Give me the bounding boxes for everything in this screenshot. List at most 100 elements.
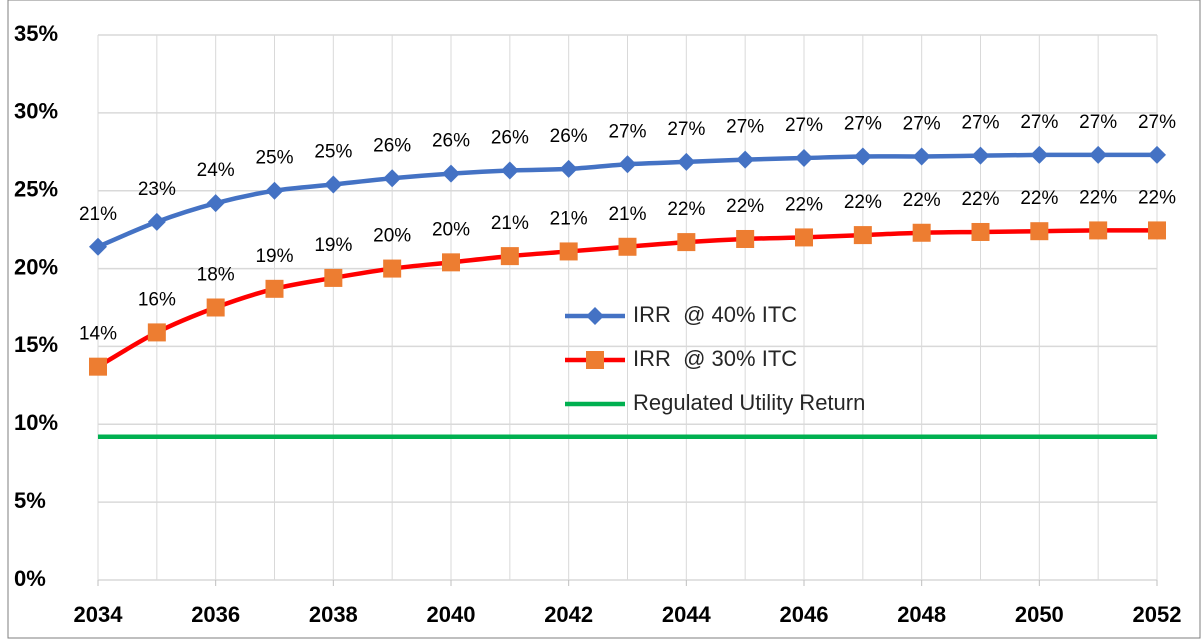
data-label: 26%	[491, 127, 529, 148]
square-marker	[500, 247, 519, 266]
diamond-marker	[1089, 145, 1108, 164]
x-tick-label: 2034	[74, 602, 124, 627]
legend-label: IRR @ 30% ITC	[633, 346, 797, 371]
data-label: 23%	[138, 179, 176, 200]
square-marker	[442, 253, 460, 272]
data-label: 22%	[1020, 188, 1058, 209]
chart-border	[7, 0, 1201, 639]
x-tick-label: 2046	[780, 602, 829, 627]
x-tick-label: 2042	[544, 602, 593, 627]
diamond-marker	[383, 169, 402, 188]
data-label: 26%	[432, 131, 470, 152]
diamond-marker	[1030, 145, 1049, 164]
data-label: 22%	[903, 190, 941, 211]
square-marker	[736, 229, 755, 248]
data-label: 27%	[844, 113, 882, 134]
data-label: 25%	[255, 148, 293, 169]
legend-marker	[586, 351, 604, 369]
y-tick-label: 10%	[14, 410, 58, 435]
diamond-marker	[1148, 145, 1166, 164]
legend-label: Regulated Utility Return	[633, 390, 865, 415]
x-tick-label: 2038	[309, 602, 358, 627]
data-label: 20%	[432, 219, 470, 240]
square-marker	[795, 228, 813, 247]
legend-label: IRR @ 40% ITC	[633, 302, 797, 327]
square-marker	[853, 226, 872, 245]
diamond-marker	[265, 181, 284, 200]
data-label: 22%	[667, 199, 705, 220]
diamond-marker	[442, 164, 460, 183]
data-label: 20%	[373, 226, 411, 247]
x-tick-label: 2040	[427, 602, 476, 627]
square-marker	[147, 323, 166, 342]
diamond-marker	[795, 149, 813, 168]
data-label: 22%	[1138, 187, 1176, 208]
data-label: 27%	[726, 117, 764, 138]
diamond-marker	[912, 147, 931, 166]
data-label: 27%	[608, 121, 646, 142]
data-label: 16%	[138, 289, 176, 310]
y-tick-label: 35%	[14, 21, 58, 46]
square-marker	[1089, 221, 1108, 240]
x-tick-label: 2048	[897, 602, 946, 627]
data-label: 21%	[550, 208, 588, 229]
diamond-marker	[147, 212, 166, 231]
data-label: 14%	[79, 324, 117, 345]
y-tick-label: 30%	[14, 99, 58, 124]
diamond-marker	[677, 152, 696, 171]
diamond-marker	[736, 150, 755, 169]
x-tick-label: 2036	[191, 602, 240, 627]
data-label: 22%	[785, 194, 823, 215]
diamond-marker	[559, 159, 578, 178]
y-tick-label: 25%	[14, 177, 58, 202]
data-label: 27%	[961, 113, 999, 134]
diamond-marker	[206, 194, 225, 213]
x-tick-label: 2052	[1133, 602, 1182, 627]
square-marker	[618, 237, 637, 256]
data-label: 27%	[1079, 112, 1117, 133]
square-marker	[1148, 221, 1166, 240]
diamond-marker	[618, 155, 637, 174]
data-label: 22%	[1079, 187, 1117, 208]
data-label: 25%	[314, 142, 352, 163]
y-tick-label: 5%	[14, 488, 46, 513]
data-label: 18%	[197, 265, 235, 286]
data-label: 21%	[491, 213, 529, 234]
square-marker	[559, 242, 578, 261]
x-tick-label: 2044	[662, 602, 712, 627]
data-label: 21%	[608, 204, 646, 225]
data-label: 24%	[197, 160, 235, 181]
data-label: 27%	[667, 119, 705, 140]
data-label: 27%	[1138, 112, 1176, 133]
x-tick-label: 2050	[1015, 602, 1064, 627]
diamond-marker	[853, 147, 872, 166]
square-marker	[971, 222, 990, 241]
diamond-marker	[500, 161, 519, 180]
data-label: 27%	[903, 113, 941, 134]
data-label: 27%	[785, 115, 823, 136]
square-marker	[206, 298, 225, 317]
y-tick-label: 0%	[14, 566, 46, 591]
y-tick-label: 15%	[14, 332, 58, 357]
data-label: 19%	[255, 246, 293, 267]
diamond-marker	[324, 175, 343, 194]
diamond-marker	[971, 146, 990, 165]
data-label: 26%	[550, 126, 588, 147]
y-tick-label: 20%	[14, 254, 58, 279]
data-label: 19%	[314, 235, 352, 256]
square-marker	[89, 357, 107, 376]
square-marker	[324, 268, 343, 287]
legend-marker	[586, 307, 604, 325]
data-label: 22%	[726, 196, 764, 217]
diamond-marker	[89, 237, 107, 256]
data-label: 26%	[373, 135, 411, 156]
data-label: 27%	[1020, 112, 1058, 133]
square-marker	[912, 223, 931, 242]
square-marker	[677, 233, 696, 252]
square-marker	[265, 279, 284, 298]
square-marker	[1030, 222, 1049, 241]
data-label: 21%	[79, 204, 117, 225]
data-label: 22%	[844, 192, 882, 213]
square-marker	[383, 259, 402, 278]
